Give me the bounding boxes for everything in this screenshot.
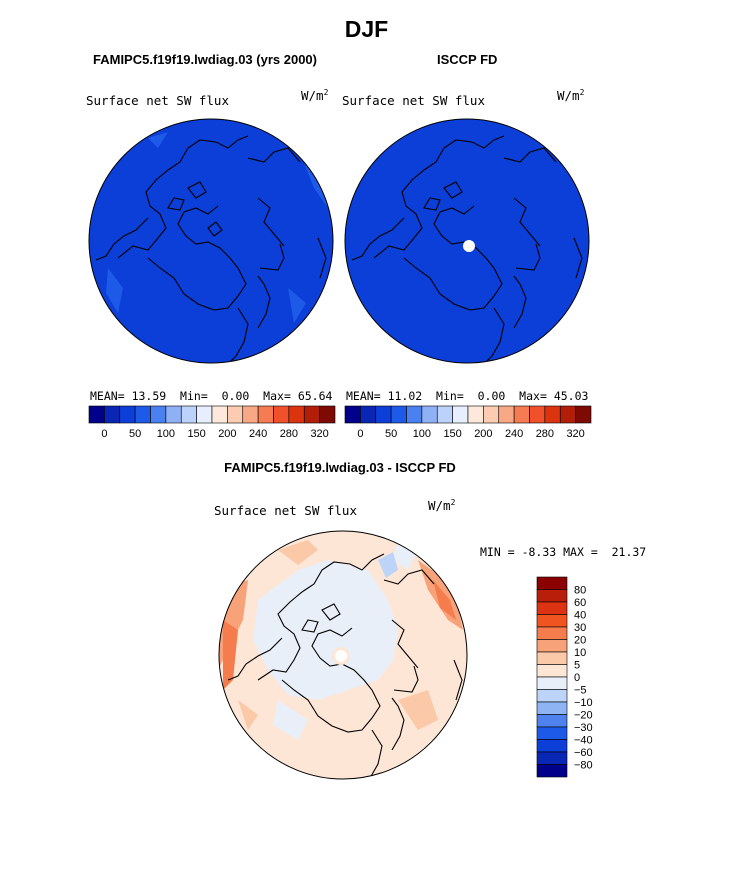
model-colorbar-swatch [180, 405, 197, 424]
difference-colorbar-swatch [536, 676, 568, 690]
difference-colorbar-tick: −60 [574, 747, 593, 759]
model-colorbar-tick: 200 [218, 428, 236, 440]
difference-colorbar-swatch [536, 589, 568, 603]
difference-colorbar-swatch [536, 701, 568, 715]
difference-colorbar-swatch [536, 664, 568, 678]
obs-colorbar-swatch [544, 405, 561, 424]
model-colorbar-swatch [88, 405, 105, 424]
obs-colorbar-swatch [344, 405, 361, 424]
obs-colorbar-tick: 150 [443, 428, 461, 440]
difference-colorbar-tick: −10 [574, 697, 593, 709]
obs-polar-map [344, 118, 590, 364]
model-colorbar-swatch [196, 405, 213, 424]
model-colorbar-swatch [303, 405, 320, 424]
obs-colorbar-tick: 50 [385, 428, 397, 440]
obs-colorbar-swatch [498, 405, 515, 424]
obs-colorbar-swatch [452, 405, 469, 424]
difference-colorbar-tick: −80 [574, 760, 593, 772]
difference-colorbar-swatch [536, 601, 568, 615]
obs-colorbar-swatch [483, 405, 500, 424]
model-colorbar-swatch [288, 405, 305, 424]
difference-colorbar-tick: 80 [574, 585, 586, 597]
difference-colorbar-tick: 40 [574, 610, 586, 622]
difference-colorbar-swatch [536, 614, 568, 628]
difference-colorbar-tick: 30 [574, 622, 586, 634]
obs-panel-title: ISCCP FD [437, 52, 498, 67]
model-colorbar-swatch [150, 405, 167, 424]
model-colorbar-swatch [257, 405, 274, 424]
obs-colorbar-swatch [529, 405, 546, 424]
model-panel-title: FAMIPC5.f19f19.lwdiag.03 (yrs 2000) [93, 52, 317, 67]
difference-colorbar-tick: −40 [574, 735, 593, 747]
difference-colorbar-swatch [536, 751, 568, 765]
model-polar-map [88, 118, 334, 364]
difference-unit-label: W/m2 [428, 498, 456, 514]
model-colorbar-swatch [211, 405, 228, 424]
difference-colorbar-swatch [536, 764, 568, 778]
obs-stats: MEAN= 11.02 Min= 0.00 Max= 45.03 [346, 389, 589, 403]
difference-colorbar-swatch [536, 626, 568, 640]
model-colorbar-tick: 100 [157, 428, 175, 440]
difference-colorbar-tick: 60 [574, 597, 586, 609]
page-title: DJF [344, 16, 389, 42]
difference-polar-map [218, 530, 468, 780]
obs-unit-label: W/m2 [557, 88, 585, 104]
obs-colorbar-tick: 0 [357, 428, 363, 440]
model-colorbar-tick: 280 [280, 428, 298, 440]
model-stats: MEAN= 13.59 Min= 0.00 Max= 65.64 [90, 389, 333, 403]
obs-variable-label: Surface net SW flux [342, 93, 485, 108]
obs-colorbar-tick: 320 [566, 428, 584, 440]
difference-colorbar-swatch [536, 651, 568, 665]
obs-colorbar-swatch [421, 405, 438, 424]
difference-colorbar-tick: 10 [574, 647, 586, 659]
model-colorbar-swatch [319, 405, 336, 424]
model-colorbar-tick: 150 [187, 428, 205, 440]
model-colorbar-swatch [273, 405, 290, 424]
model-colorbar-swatch [104, 405, 121, 424]
difference-colorbar-swatch [536, 689, 568, 703]
model-colorbar-swatch [119, 405, 136, 424]
model-variable-label: Surface net SW flux [86, 93, 229, 108]
obs-colorbar-swatch [406, 405, 423, 424]
obs-colorbar-tick: 280 [536, 428, 554, 440]
model-colorbar: 0 50 100 150 200 240 280 320 [88, 405, 336, 440]
difference-colorbar-tick: 20 [574, 635, 586, 647]
difference-colorbar-swatch [536, 739, 568, 753]
model-colorbar-swatch [227, 405, 244, 424]
model-colorbar-tick: 50 [129, 428, 141, 440]
difference-panel-title: FAMIPC5.f19f19.lwdiag.03 - ISCCP FD [224, 460, 456, 475]
difference-colorbar-tick: −30 [574, 722, 593, 734]
obs-colorbar-tick: 100 [413, 428, 431, 440]
obs-colorbar-swatch [375, 405, 392, 424]
obs-colorbar-tick: 200 [474, 428, 492, 440]
model-colorbar-tick: 240 [249, 428, 267, 440]
obs-colorbar-swatch [360, 405, 377, 424]
obs-colorbar-tick: 240 [505, 428, 523, 440]
obs-colorbar-swatch [467, 405, 484, 424]
obs-colorbar-swatch [390, 405, 407, 424]
model-colorbar-swatch [165, 405, 182, 424]
obs-colorbar: 0 50 100 150 200 240 280 320 [344, 405, 592, 440]
difference-colorbar-tick: 0 [574, 672, 580, 684]
model-colorbar-tick: 0 [101, 428, 107, 440]
model-colorbar-tick: 320 [310, 428, 328, 440]
obs-colorbar-swatch [436, 405, 453, 424]
model-unit-label: W/m2 [301, 88, 329, 104]
model-colorbar-swatch [134, 405, 151, 424]
difference-colorbar-tick: −5 [574, 685, 587, 697]
difference-colorbar-swatch [536, 639, 568, 653]
obs-colorbar-swatch [575, 405, 592, 424]
difference-colorbar-swatch [536, 726, 568, 740]
difference-variable-label: Surface net SW flux [214, 503, 357, 518]
obs-colorbar-swatch [513, 405, 530, 424]
difference-colorbar-swatch [536, 714, 568, 728]
model-colorbar-swatch [242, 405, 259, 424]
difference-minmax: MIN = -8.33 MAX = 21.37 [480, 545, 647, 559]
difference-colorbar-tick: 5 [574, 660, 580, 672]
difference-colorbar-tick: −20 [574, 710, 593, 722]
difference-colorbar-swatch [536, 576, 568, 590]
obs-colorbar-swatch [559, 405, 576, 424]
